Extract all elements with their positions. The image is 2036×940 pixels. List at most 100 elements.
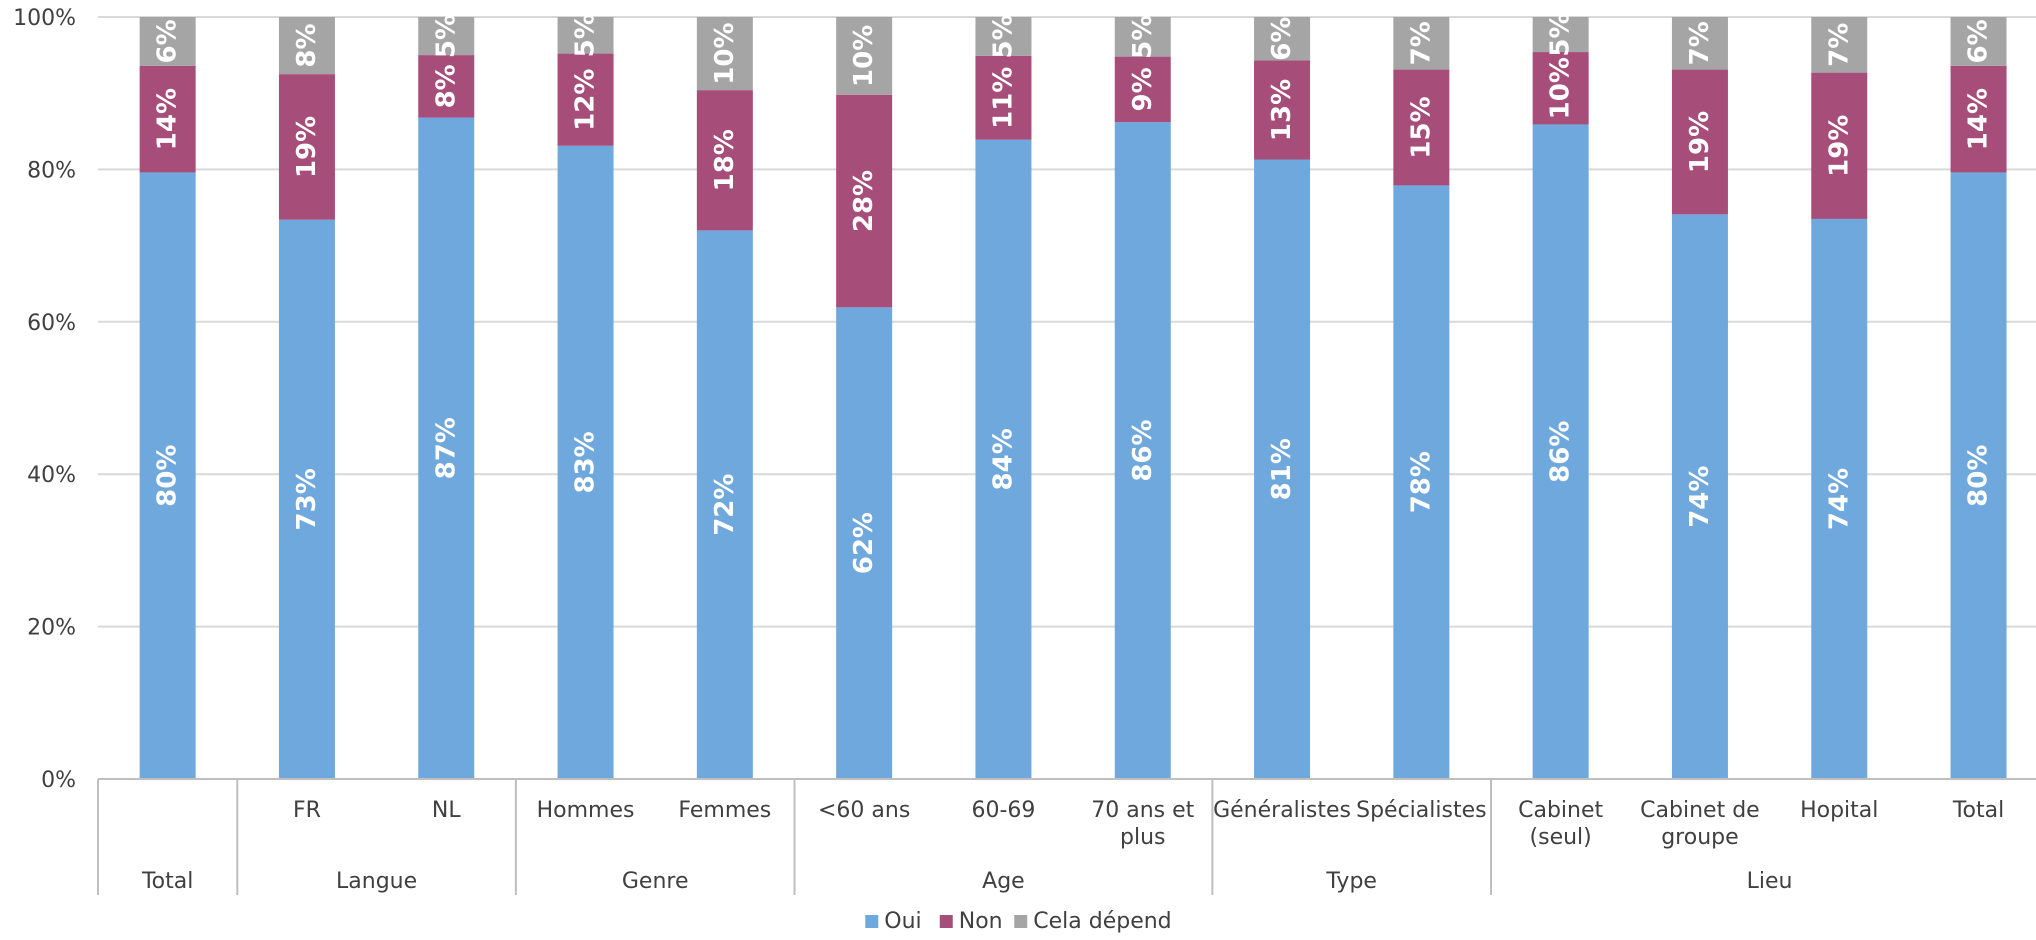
bar-oui — [1811, 218, 1868, 779]
x-category-label: Femmes — [678, 798, 771, 823]
bar-non — [836, 94, 893, 308]
bar-cela-dépend — [1114, 17, 1171, 57]
data-label: 86% — [1546, 421, 1576, 483]
bar-oui — [557, 145, 614, 779]
data-label: 7% — [1406, 21, 1436, 65]
data-label: 19% — [1685, 111, 1715, 173]
bar-non — [557, 53, 614, 146]
bar-non — [1532, 52, 1589, 125]
data-label: 5% — [988, 14, 1018, 58]
data-label: 15% — [1406, 96, 1436, 158]
x-category-label: Spécialistes — [1356, 798, 1486, 823]
bar-non — [1950, 65, 2007, 173]
data-label: 19% — [1824, 115, 1854, 177]
legend-label: Cela dépend — [1033, 909, 1171, 934]
data-label: 72% — [710, 474, 740, 536]
data-label: 5% — [1128, 15, 1158, 59]
bar-oui — [1950, 172, 2007, 779]
y-tick-label: 40% — [27, 463, 76, 488]
x-group-label: Lieu — [1747, 869, 1793, 894]
x-group-label: Age — [982, 869, 1025, 894]
bar-cela-dépend — [1254, 17, 1311, 61]
data-label: 80% — [1964, 445, 1994, 507]
x-group-label: Type — [1325, 869, 1377, 894]
bar-cela-dépend — [975, 17, 1032, 56]
x-category-label: 60-69 — [971, 798, 1035, 823]
legend-label: Non — [959, 909, 1003, 934]
bar-non — [1254, 60, 1311, 160]
x-category-label: Cabinet de groupe — [1640, 798, 1760, 850]
bar-oui — [696, 230, 753, 780]
bar-cela-dépend — [1532, 17, 1589, 53]
bar-non — [1811, 72, 1868, 219]
data-labels: 80% 14% 6% 73% 19% 8% 87% 8% 5% 83% 12% 5% 72% 18% 10%… — [153, 12, 1994, 574]
bar-non — [696, 90, 753, 231]
data-label: 7% — [1824, 23, 1854, 67]
x-category-label: Hommes — [537, 798, 635, 823]
x-group-label: Total — [141, 869, 193, 894]
bar-oui — [1393, 185, 1450, 780]
data-label: 86% — [1128, 419, 1158, 481]
y-tick-label: 80% — [27, 158, 76, 183]
y-tick-label: 60% — [27, 311, 76, 336]
data-label: 78% — [1406, 451, 1436, 513]
x-group-label: Langue — [336, 869, 417, 894]
data-label: 19% — [292, 116, 322, 178]
legend-swatch — [939, 915, 953, 928]
data-label: 80% — [153, 445, 183, 507]
bar-cela-dépend — [278, 17, 335, 75]
bar-non — [1393, 69, 1450, 186]
bars — [139, 17, 2007, 780]
bar-oui — [139, 172, 196, 779]
bar-oui — [418, 117, 475, 780]
data-label: 28% — [849, 170, 879, 232]
data-label: 81% — [1267, 438, 1297, 500]
bar-non — [418, 55, 475, 118]
data-label: 73% — [292, 468, 322, 530]
data-label: 7% — [1685, 21, 1715, 65]
y-tick-label: 100% — [13, 6, 76, 31]
bar-cela-dépend — [836, 17, 893, 95]
bar-non — [278, 74, 335, 220]
legend: Oui Non Cela dépend — [865, 909, 1172, 934]
data-label: 5% — [1546, 12, 1576, 56]
bar-oui — [1671, 214, 1728, 779]
data-label: 10% — [710, 22, 740, 84]
legend-swatch — [1014, 915, 1028, 928]
data-label: 14% — [153, 88, 183, 150]
data-label: 6% — [1964, 19, 1994, 63]
data-label: 83% — [571, 431, 601, 493]
bar-cela-dépend — [1811, 17, 1868, 73]
bar-non — [1671, 69, 1728, 215]
gridlines — [98, 16, 2036, 780]
bar-oui — [1114, 122, 1171, 779]
data-label: 74% — [1685, 466, 1715, 528]
bar-cela-dépend — [557, 17, 614, 54]
data-label: 5% — [431, 14, 461, 58]
x-category-label: Total — [1952, 798, 2004, 823]
data-label: 62% — [849, 512, 879, 574]
bar-oui — [1532, 124, 1589, 779]
y-tick-label: 20% — [27, 616, 76, 641]
data-label: 87% — [431, 417, 461, 479]
data-label: 5% — [571, 13, 601, 57]
y-tick-label: 0% — [41, 768, 76, 793]
x-category-label: Hopital — [1800, 798, 1878, 823]
bar-cela-dépend — [1950, 17, 2007, 66]
data-label: 74% — [1824, 468, 1854, 530]
data-label: 13% — [1267, 79, 1297, 141]
bar-oui — [1254, 159, 1311, 779]
bar-oui — [836, 307, 893, 779]
data-label: 6% — [153, 19, 183, 63]
data-label: 14% — [1964, 88, 1994, 150]
x-category-label: NL — [432, 798, 461, 823]
data-label: 11% — [988, 67, 1018, 129]
legend-swatch — [865, 915, 879, 928]
bar-oui — [975, 139, 1032, 779]
data-label: 8% — [431, 64, 461, 108]
x-category-label: Cabinet (seul) — [1518, 798, 1603, 850]
x-category-label: <60 ans — [818, 798, 910, 823]
bar-non — [975, 55, 1032, 140]
